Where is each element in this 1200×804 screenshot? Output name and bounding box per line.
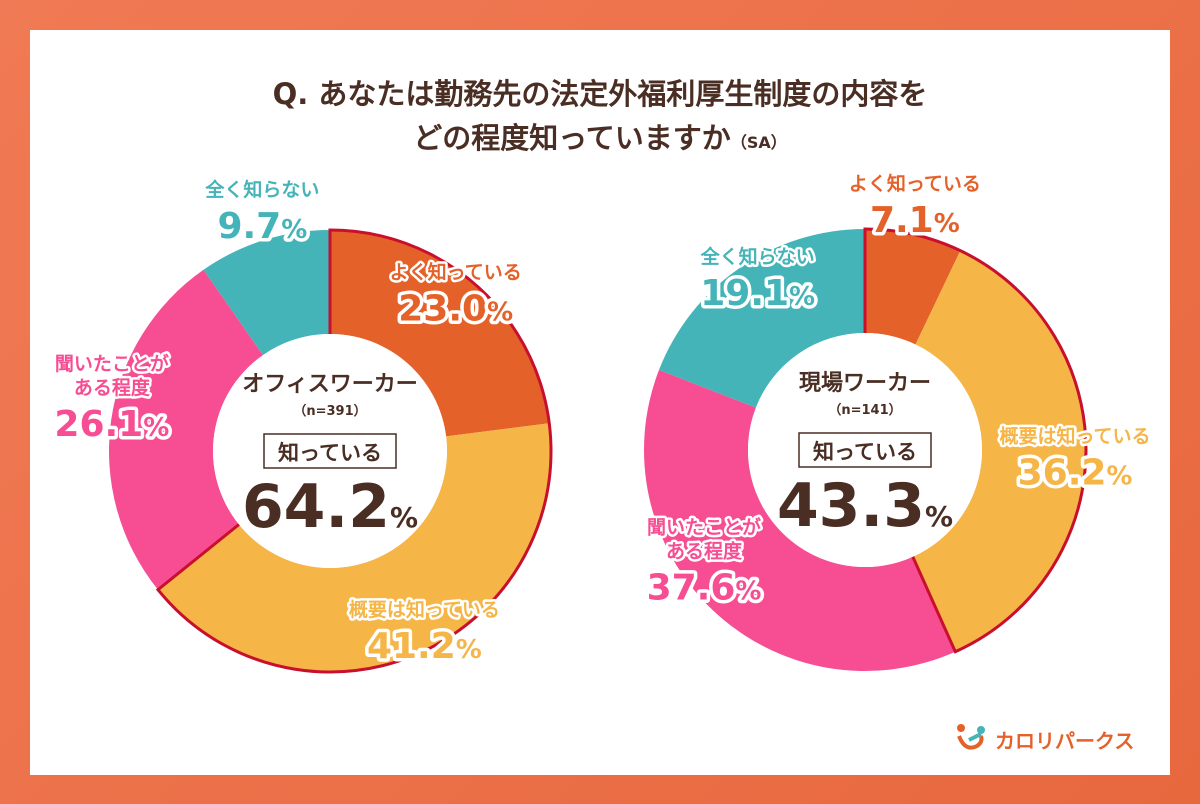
slice-value: 41.2% [367,626,482,667]
logo: カロリパークス [955,722,1134,756]
summary-value: 43.3% [777,471,953,541]
slice-label: 全く知らない [204,178,319,201]
logo-mark-icon [957,724,985,750]
summary-box [263,433,397,469]
title-tag: （SA） [730,133,787,152]
sample-size: （n=391） [293,403,366,419]
slice-全く知らない [659,229,865,408]
slice-value: 9.7% [217,206,307,247]
group-name: 現場ワーカー [799,371,931,396]
slice-label: ある程度 [666,540,743,563]
slice-概要は知っている [912,250,1086,652]
summary-label: 知っている [813,440,917,464]
slice-value: 7.1% [870,200,960,241]
slice-よく知っている [865,229,961,345]
slice-label: 聞いたことが [647,516,761,539]
slice-label: 概要は知っている [1000,424,1151,447]
title-line-2: どの程度知っていますか [413,121,731,155]
slice-よく知っている [330,230,550,437]
group-name: オフィスワーカー [242,372,418,397]
slice-value: 26.1% [54,404,169,445]
summary-box [798,432,932,468]
summary-value: 64.2% [242,472,418,542]
summary-label: 知っている [278,441,382,465]
slice-label: 概要は知っている [349,598,500,621]
sample-size: （n=141） [828,402,901,418]
slice-label: よく知っている [390,260,522,283]
donut-2: よく知っている7.1%概要は知っている36.2%聞いたことがある程度37.6%全… [643,170,1153,672]
slice-label: 聞いたことが [55,352,169,375]
slice-概要は知っている [157,423,551,673]
slice-聞いたことがある程度 [108,269,264,590]
slice-全く知らない [203,230,330,356]
slice-label: よく知っている [849,172,981,195]
slice-聞いたことがある程度 [643,369,956,672]
chart-title: Q. あなたは勤務先の法定外福利厚生制度の内容を どの程度知っていますか（SA） [0,72,1200,165]
slice-value: 23.0% [398,288,513,329]
logo-text: カロリパークス [995,728,1135,753]
slice-label: 全く知らない [700,245,815,268]
slice-label: ある程度 [74,376,151,399]
slice-value: 36.2% [1018,452,1133,493]
title-line-1: Q. あなたは勤務先の法定外福利厚生制度の内容を [272,77,928,111]
